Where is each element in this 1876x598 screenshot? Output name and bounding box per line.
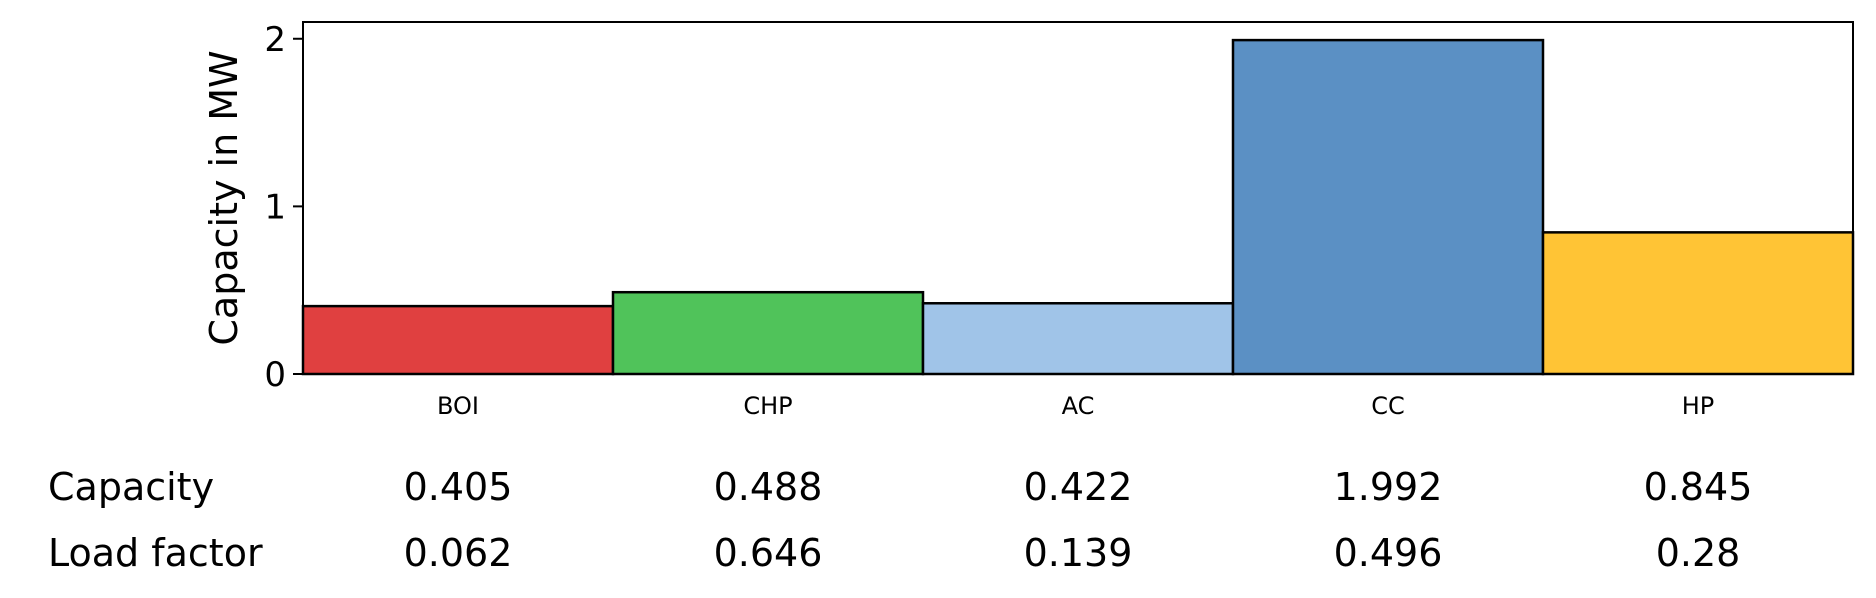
x-tick-label: BOI [437,392,479,420]
table-row-label: Load factor [48,531,263,575]
y-tick-label: 2 [264,20,286,60]
bar-cc [1231,38,1545,376]
table-cell: 0.062 [404,531,513,575]
table-cell: 0.488 [714,465,823,509]
x-axis: BOI CHP AC CC HP [437,392,1714,420]
y-axis-label: Capacity in MW [202,50,246,345]
table-cell: 0.496 [1334,531,1443,575]
table-cell: 0.845 [1644,465,1753,509]
x-tick-label: HP [1682,392,1715,420]
y-axis: 0 1 2 [264,20,303,395]
table-cell: 0.139 [1024,531,1133,575]
bars-layer [301,38,1855,376]
table-cell: 0.405 [404,465,513,509]
bar-chp [611,290,925,376]
bar-boi [301,304,615,376]
table-cell: 0.28 [1656,531,1741,575]
x-tick-label: AC [1062,392,1095,420]
table-cell: 1.992 [1334,465,1443,509]
table-row-label: Capacity [48,465,214,509]
data-table: Capacity 0.405 0.488 0.422 1.992 0.845 Load fa… [48,465,1752,575]
x-tick-label: CC [1371,392,1405,420]
x-tick-label: CHP [743,392,792,420]
y-tick-label: 0 [264,355,286,395]
bar-ac [921,302,1235,376]
bar-hp [1541,231,1855,376]
y-tick-label: 1 [264,187,286,227]
table-cell: 0.646 [714,531,823,575]
plot-frame [302,21,1854,375]
table-cell: 0.422 [1024,465,1133,509]
